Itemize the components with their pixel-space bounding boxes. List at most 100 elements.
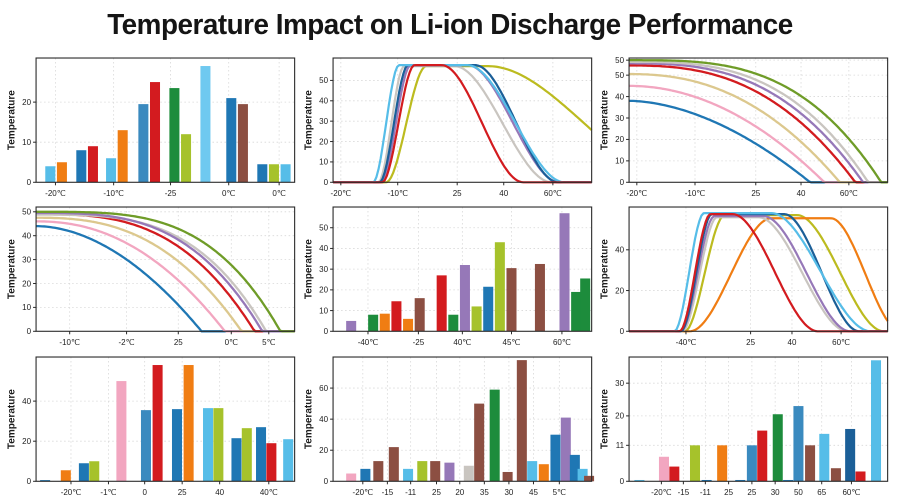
panel-bottom-left: 0 20 40 -20℃ -1℃ 0 25 40 40℃ Temperature [6, 350, 301, 498]
x-tick-label: 60℃ [553, 338, 571, 347]
y-tick-label: 11 [616, 441, 625, 450]
y-axis-label: Temperature [600, 90, 611, 150]
y-tick-label: 40 [615, 92, 624, 101]
y-axis-label: Temperature [303, 90, 314, 150]
y-tick-label: 40 [22, 397, 31, 406]
x-tick-label: -10℃ [59, 338, 80, 347]
x-tick-label: 0℃ [272, 189, 285, 198]
x-tick-label: 25 [178, 487, 187, 496]
x-tick-label: 65 [818, 487, 827, 496]
y-tick-label: 60 [319, 384, 328, 393]
y-axis-label: Temperature [600, 239, 611, 299]
y-tick-label: 0 [323, 477, 328, 486]
chart-grid: 0 10 20 -20℃ -10℃ -25 0℃ 0℃ Temperature 0 10 20 30 4… [6, 52, 894, 498]
y-tick-label: 0 [323, 178, 328, 187]
y-tick-label: 20 [319, 286, 328, 295]
x-tick-label: 45 [529, 487, 538, 496]
y-tick-label: 10 [22, 138, 31, 147]
y-tick-label: 40 [319, 415, 328, 424]
x-tick-label: -15 [678, 487, 690, 496]
x-tick-label: 25 [746, 338, 755, 347]
chart-canvas-7: 0 20 40 -20℃ -1℃ 0 25 40 40℃ Temperature [7, 356, 296, 496]
x-tick-label: 40℃ [453, 338, 471, 347]
x-tick-label: -40℃ [357, 338, 378, 347]
x-tick-label: 40 [788, 338, 797, 347]
chart-canvas-1: 0 10 20 -20℃ -10℃ -25 0℃ 0℃ Temperature [7, 57, 296, 198]
x-tick-label: 60℃ [843, 487, 861, 496]
y-tick-label: 50 [615, 71, 624, 80]
x-tick-label: 60℃ [832, 338, 850, 347]
y-axis-label: Temperature [7, 90, 18, 150]
chart-canvas-8: 0 20 40 60 -20℃ -15 -11 25 20 35 30 45 5℃ Temperature [303, 356, 594, 496]
x-tick-label: -25 [412, 338, 424, 347]
y-axis-label: Temperature [303, 388, 314, 448]
y-tick-label: 40 [615, 246, 624, 255]
x-tick-label: 25 [752, 189, 761, 198]
x-tick-label: -1℃ [100, 487, 116, 496]
y-tick-label: 0 [620, 327, 625, 336]
x-tick-label: 25 [748, 487, 757, 496]
y-tick-label: 0 [27, 178, 32, 187]
x-tick-label: -11 [405, 487, 417, 496]
x-tick-label: 60℃ [840, 189, 858, 198]
x-tick-label: 20 [455, 487, 464, 496]
y-tick-label: 50 [319, 76, 328, 85]
chart-canvas-2: 0 10 20 30 40 50 -20℃ -10℃ 25 40 60℃ Temperature [303, 57, 593, 198]
y-tick-label: 0 [323, 327, 328, 336]
y-tick-label: 50 [22, 208, 31, 217]
x-tick-label: -10℃ [387, 189, 408, 198]
y-tick-label: 30 [319, 117, 328, 126]
x-tick-label: -11 [700, 487, 712, 496]
x-tick-label: 0 [142, 487, 147, 496]
x-tick-label: 25 [724, 487, 733, 496]
y-tick-label: 10 [319, 158, 328, 167]
panel-top-left: 0 10 20 -20℃ -10℃ -25 0℃ 0℃ Temperature [6, 52, 301, 200]
x-tick-label: 40℃ [260, 487, 278, 496]
panel-middle-middle: 0 10 20 30 40 50 -40℃ -25 40℃ 45℃ 60℃ Temperature [302, 201, 598, 349]
y-tick-label: 30 [319, 265, 328, 274]
chart-canvas-3: 0 10 20 30 40 50 50 -20℃ -10℃ 25 40 60℃ Temperature [600, 56, 889, 198]
x-tick-label: 40 [215, 487, 224, 496]
x-tick-label: -25 [165, 189, 177, 198]
x-tick-label: -40℃ [676, 338, 697, 347]
x-tick-label: 40 [499, 189, 508, 198]
y-tick-label: 30 [615, 379, 624, 388]
x-tick-label: -20℃ [330, 189, 351, 198]
y-axis-label: Temperature [7, 388, 18, 448]
x-tick-label: -20℃ [352, 487, 373, 496]
x-tick-label: 5℃ [262, 338, 275, 347]
x-tick-label: 25 [174, 338, 183, 347]
y-tick-label: 20 [22, 280, 31, 289]
x-tick-label: 25 [432, 487, 441, 496]
panel-middle-left: 0 10 20 30 40 50 -10℃ -2℃ 25 0℃ 5℃ Temperature [6, 201, 301, 349]
x-tick-label: -20℃ [45, 189, 66, 198]
x-tick-label: 0℃ [222, 189, 235, 198]
x-tick-label: 5℃ [552, 487, 565, 496]
y-tick-label: 20 [615, 411, 624, 420]
x-tick-label: -20℃ [61, 487, 82, 496]
y-tick-label: 40 [319, 245, 328, 254]
x-tick-label: 30 [504, 487, 513, 496]
y-tick-label: 0 [27, 327, 32, 336]
panel-bottom-middle: 0 20 40 60 -20℃ -15 -11 25 20 35 30 45 5℃ Temperature [302, 350, 598, 498]
x-tick-label: 25 [452, 189, 461, 198]
x-tick-label: 45℃ [502, 338, 520, 347]
y-tick-label: 50 [615, 56, 624, 65]
y-axis-label: Temperature [600, 388, 611, 448]
x-tick-label: 0℃ [225, 338, 238, 347]
x-tick-label: -10℃ [685, 189, 706, 198]
y-axis-label: Temperature [7, 239, 18, 299]
panel-top-middle: 0 10 20 30 40 50 -20℃ -10℃ 25 40 60℃ Temperature [302, 52, 598, 200]
x-tick-label: 30 [771, 487, 780, 496]
panel-bottom-right: 0 11 20 30 -20℃ -15 -11 25 25 30 50 65 60℃ Temperatur… [599, 350, 894, 498]
page-title: Temperature Impact on Li-ion Discharge P… [107, 8, 793, 41]
panel-top-right: 0 10 20 30 40 50 50 -20℃ -10℃ 25 40 60℃ Temperature [599, 52, 894, 200]
x-tick-label: -20℃ [627, 189, 648, 198]
x-tick-label: 40 [797, 189, 806, 198]
y-tick-label: 20 [22, 98, 31, 107]
x-tick-label: -10℃ [103, 189, 124, 198]
chart-canvas-5: 0 10 20 30 40 50 -40℃ -25 40℃ 45℃ 60℃ Temperature [303, 206, 592, 347]
x-tick-label: -2℃ [119, 338, 135, 347]
y-tick-label: 40 [22, 232, 31, 241]
